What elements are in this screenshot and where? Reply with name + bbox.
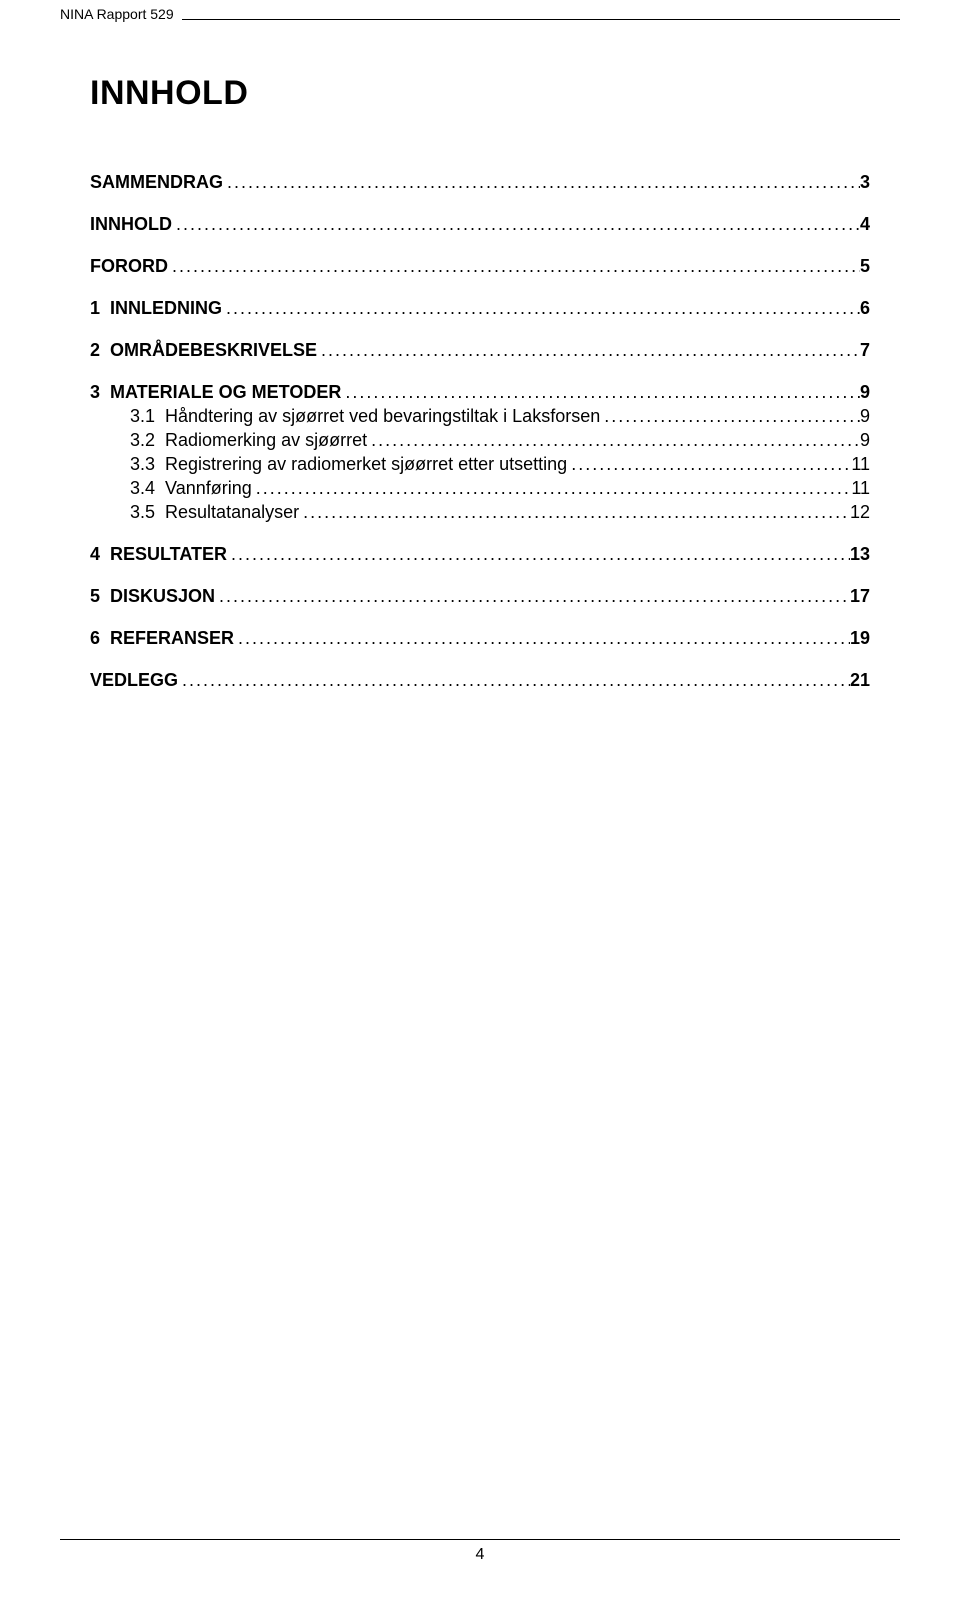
toc-label: INNHOLD [90,215,172,233]
toc-entry: VEDLEGG.................................… [90,671,870,689]
toc-number: 3 [90,383,110,401]
toc-label: FORORD [90,257,168,275]
toc-subentry: 3.5 Resultatanalyser....................… [90,503,870,521]
toc-label: Registrering av radiomerket sjøørret ett… [165,455,567,473]
toc-leader: ........................................… [567,455,851,473]
toc-label: INNLEDNING [110,299,222,317]
page-title: INNHOLD [90,74,870,113]
toc-page: 9 [860,431,870,449]
toc-page: 3 [860,173,870,191]
toc-page: 21 [850,671,870,689]
toc-page: 4 [860,215,870,233]
toc-page: 9 [860,383,870,401]
toc-label: OMRÅDEBESKRIVELSE [110,341,317,359]
toc-page: 5 [860,257,870,275]
toc-leader: ........................................… [600,407,860,425]
toc-leader: ........................................… [234,629,850,647]
toc-label: REFERANSER [110,629,234,647]
toc-number: 1 [90,299,110,317]
toc-page: 11 [851,455,870,473]
page: NINA Rapport 529 INNHOLD SAMMENDRAG.....… [0,0,960,1604]
toc-label: SAMMENDRAG [90,173,223,191]
toc-number: 5 [90,587,110,605]
toc-page: 17 [850,587,870,605]
toc-page: 11 [851,479,870,497]
toc-entry: INNHOLD.................................… [90,215,870,233]
toc-page: 12 [850,503,870,521]
page-footer: 4 [0,1539,960,1564]
content-area: INNHOLD SAMMENDRAG......................… [0,24,960,689]
toc-label: DISKUSJON [110,587,215,605]
toc-leader: ........................................… [227,545,850,563]
toc-label: Vannføring [165,479,252,497]
toc-leader: ........................................… [367,431,860,449]
toc-leader: ........................................… [299,503,850,521]
table-of-contents: SAMMENDRAG..............................… [90,173,870,689]
toc-page: 7 [860,341,870,359]
toc-label: Håndtering av sjøørret ved bevaringstilt… [165,407,600,425]
toc-label: RESULTATER [110,545,227,563]
toc-leader: ........................................… [172,215,860,233]
toc-entry: 2 OMRÅDEBESKRIVELSE.....................… [90,341,870,359]
toc-entry: 1 INNLEDNING............................… [90,299,870,317]
toc-entry: SAMMENDRAG..............................… [90,173,870,191]
toc-page: 6 [860,299,870,317]
toc-label: Resultatanalyser [165,503,299,521]
toc-subentry: 3.3 Registrering av radiomerket sjøørret… [90,455,870,473]
toc-entry: FORORD..................................… [90,257,870,275]
toc-entry: 3 MATERIALE OG METODER..................… [90,383,870,401]
footer-page-number: 4 [0,1540,960,1564]
toc-page: 13 [850,545,870,563]
toc-number: 3.3 [130,455,165,473]
header-rule [182,19,900,20]
page-header: NINA Rapport 529 [0,0,960,24]
toc-number: 3.2 [130,431,165,449]
toc-subentry: 3.2 Radiomerking av sjøørret............… [90,431,870,449]
toc-label: Radiomerking av sjøørret [165,431,367,449]
toc-leader: ........................................… [223,173,860,191]
toc-number: 3.1 [130,407,165,425]
toc-label: VEDLEGG [90,671,178,689]
toc-leader: ........................................… [317,341,860,359]
toc-leader: ........................................… [168,257,860,275]
toc-entry: 5 DISKUSJON.............................… [90,587,870,605]
toc-number: 2 [90,341,110,359]
toc-entry: 6 REFERANSER............................… [90,629,870,647]
toc-leader: ........................................… [341,383,860,401]
toc-label: MATERIALE OG METODER [110,383,341,401]
toc-subentry: 3.1 Håndtering av sjøørret ved bevarings… [90,407,870,425]
toc-leader: ........................................… [252,479,852,497]
toc-page: 19 [850,629,870,647]
toc-number: 6 [90,629,110,647]
toc-entry: 4 RESULTATER............................… [90,545,870,563]
toc-number: 4 [90,545,110,563]
toc-number: 3.4 [130,479,165,497]
toc-subentry: 3.4 Vannføring..........................… [90,479,870,497]
toc-leader: ........................................… [215,587,850,605]
toc-page: 9 [860,407,870,425]
header-label: NINA Rapport 529 [60,6,182,24]
toc-leader: ........................................… [222,299,860,317]
toc-leader: ........................................… [178,671,850,689]
toc-number: 3.5 [130,503,165,521]
